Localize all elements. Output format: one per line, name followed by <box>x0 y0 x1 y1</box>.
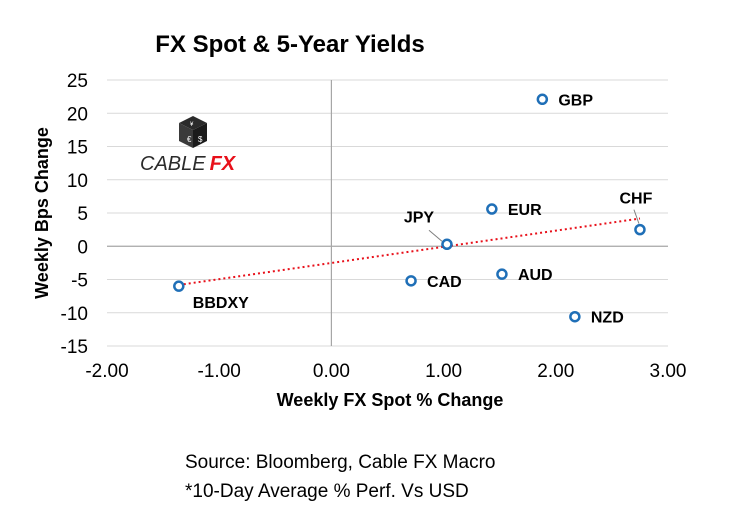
cable-fx-logo: € $ ¥ CABLE FX <box>140 116 237 175</box>
footnote: *10-Day Average % Perf. Vs USD <box>185 481 469 503</box>
y-tick-label: -5 <box>71 271 88 292</box>
data-point <box>538 95 547 104</box>
y-tick-label: 5 <box>77 204 88 225</box>
x-tick-label: 0.00 <box>313 361 350 382</box>
logo-text-fx: FX <box>210 153 237 175</box>
x-tick-label: -1.00 <box>198 361 241 382</box>
y-tick-label: 25 <box>67 71 88 92</box>
svg-text:€: € <box>187 135 192 144</box>
chart-canvas: FX Spot & 5-Year Yields 25 20 15 10 5 0 -5 -10 -… <box>0 0 740 528</box>
y-axis-ticks: 25 20 15 10 5 0 -5 -10 -15 <box>61 71 88 358</box>
point-label: JPY <box>404 209 435 226</box>
y-tick-label: 10 <box>67 171 88 192</box>
x-tick-label: -2.00 <box>85 361 128 382</box>
data-points <box>174 95 644 321</box>
data-point <box>497 270 506 279</box>
leader-line <box>429 230 442 241</box>
chart-title: FX Spot & 5-Year Yields <box>155 31 424 58</box>
logo-text: CABLE FX <box>140 153 237 175</box>
trendline-path <box>179 219 640 285</box>
x-axis-ticks: -2.00 -1.00 0.00 1.00 2.00 3.00 <box>85 361 686 382</box>
point-label: GBP <box>558 92 593 109</box>
svg-text:$: $ <box>198 135 203 144</box>
point-labels: GBP CHF EUR JPY AUD CAD NZD BBDXY <box>193 92 653 326</box>
point-label: CHF <box>620 191 653 208</box>
x-tick-label: 1.00 <box>425 361 462 382</box>
point-label: AUD <box>518 267 553 284</box>
dice-logo-icon: € $ ¥ <box>179 116 207 148</box>
logo-text-cable: CABLE <box>140 153 206 175</box>
trendline <box>179 219 640 285</box>
data-point <box>174 282 183 291</box>
data-point <box>487 205 496 214</box>
source-note: Source: Bloomberg, Cable FX Macro <box>185 452 495 474</box>
data-point <box>442 240 451 249</box>
y-axis-label: Weekly Bps Change <box>32 127 52 299</box>
point-label: EUR <box>508 202 542 219</box>
point-label: BBDXY <box>193 295 249 312</box>
y-tick-label: -15 <box>61 337 88 358</box>
data-point <box>570 312 579 321</box>
y-tick-label: -10 <box>61 304 88 325</box>
data-point <box>407 276 416 285</box>
leader-line <box>634 210 639 224</box>
point-label: NZD <box>591 310 624 327</box>
x-tick-label: 3.00 <box>650 361 687 382</box>
x-axis-label: Weekly FX Spot % Change <box>277 390 504 410</box>
point-label: CAD <box>427 274 462 291</box>
y-tick-label: 20 <box>67 104 88 125</box>
y-tick-label: 15 <box>67 138 88 159</box>
data-point <box>635 225 644 234</box>
x-tick-label: 2.00 <box>537 361 574 382</box>
y-tick-label: 0 <box>77 237 88 258</box>
